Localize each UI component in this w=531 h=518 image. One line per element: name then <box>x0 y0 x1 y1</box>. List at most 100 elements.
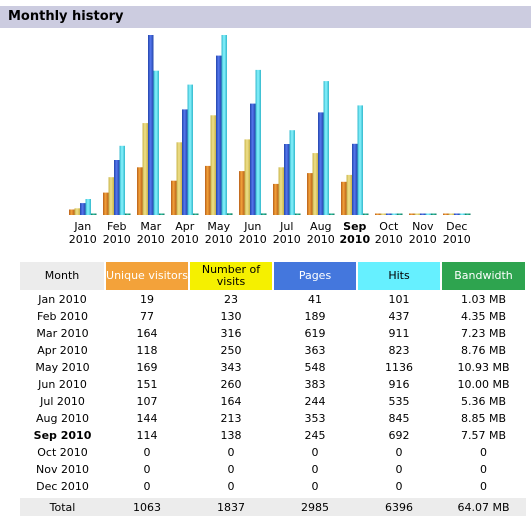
bar-hits-mar <box>153 70 159 215</box>
bar-bandwidth-may <box>227 213 233 215</box>
bar-pages-feb <box>114 160 120 215</box>
bar-visitors-jan <box>69 209 75 215</box>
table-row: Jun 2010 151 260 383 916 10.00 MB <box>20 376 526 393</box>
table-row: Nov 2010 0 0 0 0 0 <box>20 461 526 478</box>
bar-hits-may <box>221 35 227 215</box>
bandwidth-cell: 10.00 MB <box>457 378 510 391</box>
bar-visits-apr <box>176 142 182 215</box>
hits-cell: 0 <box>395 463 403 476</box>
bar-visits-nov <box>414 213 420 215</box>
x-tick-year: 2010 <box>443 233 471 246</box>
unique-visitors-cell: 114 <box>136 429 158 442</box>
month-cell: Nov 2010 <box>36 463 89 476</box>
x-tick-month: Oct <box>379 220 399 233</box>
month-cell: Jan 2010 <box>38 293 87 306</box>
x-tick-year: 2010 <box>307 233 335 246</box>
bar-bandwidth-jan <box>91 213 97 215</box>
section-title: Monthly history <box>8 9 124 24</box>
number-of-visits-cell: 260 <box>220 378 242 391</box>
pages-cell: 41 <box>308 293 322 306</box>
unique-visitors-cell: 107 <box>136 395 158 408</box>
table-row: Jan 2010 19 23 41 101 1.03 MB <box>20 291 526 309</box>
bar-pages-sep <box>352 143 358 215</box>
bar-bandwidth-mar <box>159 213 165 215</box>
number-of-visits-cell: 164 <box>220 395 242 408</box>
x-tick-month: Jun <box>243 220 261 233</box>
monthly-stats-table: Month Unique visitors Number of visits P… <box>20 262 527 516</box>
bar-hits-aug <box>323 81 329 215</box>
pages-cell: 353 <box>304 412 326 425</box>
x-tick-year: 2010 <box>339 233 370 246</box>
pages-header: Pages <box>273 262 358 291</box>
x-tick-month: Mar <box>140 220 161 233</box>
hits-cell: 0 <box>395 480 403 493</box>
hits-cell: 437 <box>388 310 410 323</box>
bandwidth-cell: 8.76 MB <box>460 344 507 357</box>
bar-pages-jul <box>284 144 290 215</box>
x-tick-month: Sep <box>343 220 366 233</box>
number-of-visits-cell: 250 <box>220 344 242 357</box>
bar-visits-may <box>210 115 216 215</box>
x-tick-month: Aug <box>310 220 331 233</box>
hits-cell: 823 <box>388 344 410 357</box>
hits-cell: 916 <box>388 378 410 391</box>
bar-bandwidth-apr <box>193 213 199 215</box>
pages-cell: 189 <box>304 310 326 323</box>
table-row: May 2010 169 343 548 1136 10.93 MB <box>20 359 526 376</box>
x-tick-year: 2010 <box>69 233 97 246</box>
month-cell: May 2010 <box>35 361 90 374</box>
bar-visitors-oct <box>375 213 381 215</box>
x-tick-year: 2010 <box>375 233 403 246</box>
x-tick-year: 2010 <box>205 233 233 246</box>
bar-visits-mar <box>142 123 148 215</box>
number-of-visits-cell: 0 <box>227 446 235 459</box>
unique-visitors-total: 1063 <box>105 495 189 516</box>
hits-cell: 101 <box>388 293 410 306</box>
pages-cell: 0 <box>311 480 319 493</box>
table-total-row: Total 1063 1837 2985 6396 64.07 MB <box>20 495 526 516</box>
pages-cell: 383 <box>304 378 326 391</box>
month-cell: Mar 2010 <box>36 327 89 340</box>
number-of-visits-cell: 0 <box>227 480 235 493</box>
bar-visits-jan <box>74 208 80 215</box>
bandwidth-cell: 1.03 MB <box>460 293 507 306</box>
unique-visitors-cell: 144 <box>136 412 158 425</box>
unique-visitors-cell: 169 <box>136 361 158 374</box>
bar-hits-feb <box>119 145 125 215</box>
month-cell: Feb 2010 <box>37 310 88 323</box>
bar-pages-dec <box>454 213 460 215</box>
bandwidth-header: Bandwidth <box>441 262 527 291</box>
bandwidth-cell: 0 <box>480 446 487 459</box>
hits-cell: 911 <box>388 327 410 340</box>
total-label: Total <box>20 495 105 516</box>
bandwidth-total: 64.07 MB <box>441 495 526 516</box>
month-cell: Jun 2010 <box>38 378 87 391</box>
table-row: Jul 2010 107 164 244 535 5.36 MB <box>20 393 526 410</box>
bar-pages-jun <box>250 103 256 215</box>
pages-cell: 0 <box>311 463 319 476</box>
bar-hits-jul <box>289 130 295 215</box>
bar-pages-jan <box>80 203 86 215</box>
pages-cell: 363 <box>304 344 326 357</box>
month-cell: Apr 2010 <box>37 344 88 357</box>
pages-cell: 244 <box>304 395 326 408</box>
bar-visitors-feb <box>103 192 109 215</box>
number-of-visits-cell: 130 <box>220 310 242 323</box>
bar-visits-sep <box>346 174 352 215</box>
bar-visitors-dec <box>443 213 449 215</box>
bar-bandwidth-sep <box>363 213 369 215</box>
bar-visits-feb <box>108 177 114 215</box>
bandwidth-cell: 7.57 MB <box>460 429 507 442</box>
x-tick-month: Jan <box>73 220 91 233</box>
number-of-visits-total: 1837 <box>189 495 273 516</box>
bar-visits-jul <box>278 167 284 215</box>
unique-visitors-cell: 118 <box>136 344 158 357</box>
bar-bandwidth-dec <box>465 213 471 215</box>
pages-total: 2985 <box>273 495 357 516</box>
bar-hits-dec <box>459 213 465 215</box>
x-tick-year: 2010 <box>103 233 131 246</box>
number-of-visits-cell: 343 <box>220 361 242 374</box>
bar-visitors-nov <box>409 213 415 215</box>
month-cell: Dec 2010 <box>36 480 89 493</box>
bar-visitors-jul <box>273 183 279 215</box>
